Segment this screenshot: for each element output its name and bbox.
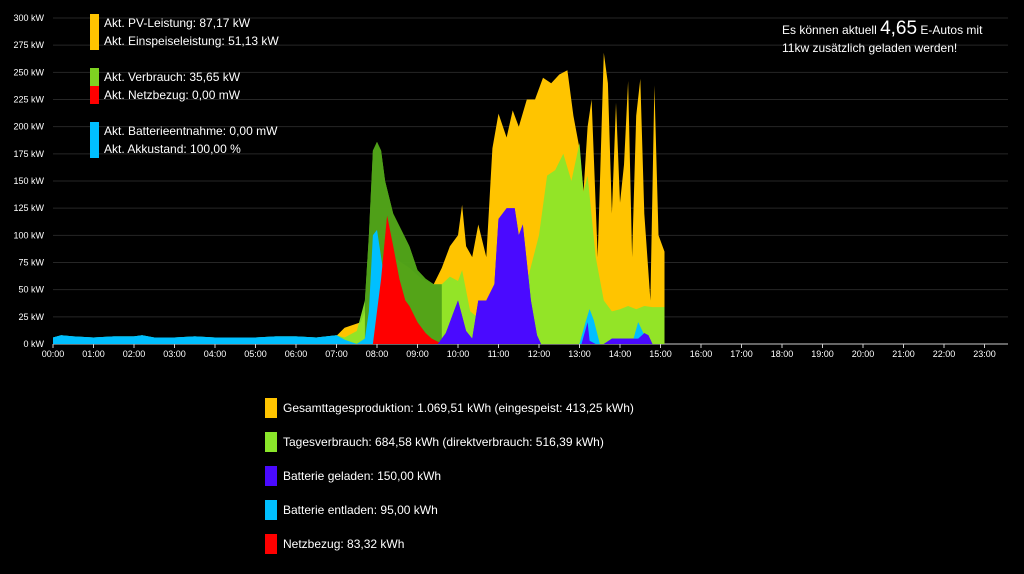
axes: 0 kW 25 kW 50 kW 75 kW 100 kW 125 kW 150 kW 175… — [13, 13, 995, 359]
legend-feed-in: Akt. Einspeiseleistung: 51,13 kW — [90, 32, 279, 50]
x-tick-label: 00:00 — [42, 349, 65, 359]
x-tick-label: 11:00 — [488, 349, 510, 359]
x-tick-label: 18:00 — [771, 349, 794, 359]
y-tick-label: 125 kW — [13, 203, 44, 213]
daily-consumption-swatch — [265, 432, 277, 452]
consumption-label: Akt. Verbrauch: 35,65 kW — [104, 70, 241, 84]
series-areas — [53, 52, 665, 345]
area-grid-top — [372, 215, 442, 344]
info-suffix: E-Autos mit — [920, 23, 983, 37]
area-battery_charged-top — [425, 208, 653, 344]
total-production-label: Gesamttagesproduktion: 1.069,51 kWh (ein… — [283, 401, 634, 415]
battery-level-label: Akt. Akkustand: 100,00 % — [104, 142, 241, 156]
area-consumption — [53, 141, 665, 344]
pv-power-label: Akt. PV-Leistung: 87,17 kW — [104, 16, 251, 30]
x-tick-label: 23:00 — [973, 349, 996, 359]
area-battery_discharged-top — [53, 229, 649, 344]
feed-in-swatch — [90, 32, 99, 50]
total-production-swatch — [265, 398, 277, 418]
grid-import-label: Netzbezug: 83,32 kWh — [283, 537, 405, 551]
y-tick-label: 0 kW — [23, 339, 44, 349]
legend-battery-level: Akt. Akkustand: 100,00 % — [90, 140, 279, 158]
grid-draw-swatch — [90, 86, 99, 104]
x-tick-label: 17:00 — [730, 349, 753, 359]
y-tick-label: 200 kW — [13, 122, 44, 132]
x-tick-label: 05:00 — [244, 349, 267, 359]
battery-charged-swatch — [265, 466, 277, 486]
x-tick-label: 15:00 — [649, 349, 672, 359]
y-tick-label: 75 kW — [18, 258, 44, 268]
x-tick-label: 19:00 — [811, 349, 834, 359]
x-tick-label: 13:00 — [568, 349, 591, 359]
y-tick-label: 50 kW — [18, 285, 44, 295]
legend-pv-power: Akt. PV-Leistung: 87,17 kW — [90, 14, 279, 32]
current-values-legend: Akt. PV-Leistung: 87,17 kW Akt. Einspeis… — [90, 14, 279, 158]
y-tick-label: 25 kW — [18, 312, 44, 322]
battery-level-swatch — [90, 140, 99, 158]
x-tick-label: 03:00 — [163, 349, 186, 359]
x-tick-label: 21:00 — [892, 349, 915, 359]
daily-consumption-label: Tagesverbrauch: 684,58 kWh (direktverbra… — [283, 435, 604, 449]
info-prefix: Es können aktuell — [782, 23, 877, 37]
legend-battery-discharged: Batterie entladen: 95,00 kWh — [265, 500, 634, 520]
grid-import-swatch — [265, 534, 277, 554]
legend-daily-consumption: Tagesverbrauch: 684,58 kWh (direktverbra… — [265, 432, 634, 452]
x-tick-label: 12:00 — [528, 349, 551, 359]
battery-discharged-label: Batterie entladen: 95,00 kWh — [283, 503, 438, 517]
y-tick-label: 100 kW — [13, 230, 44, 240]
legend-battery-charged: Batterie geladen: 150,00 kWh — [265, 466, 634, 486]
battery-discharged-swatch — [265, 500, 277, 520]
legend-battery-draw: Akt. Batterieentnahme: 0,00 mW — [90, 122, 279, 140]
x-tick-label: 06:00 — [285, 349, 308, 359]
y-tick-label: 150 kW — [13, 176, 44, 186]
x-tick-label: 04:00 — [204, 349, 227, 359]
info-line2: 11kw zusätzlich geladen werden! — [782, 41, 958, 55]
y-tick-label: 250 kW — [13, 67, 44, 77]
legend-grid-draw: Akt. Netzbezug: 0,00 mW — [90, 86, 279, 104]
legend-total-production: Gesamttagesproduktion: 1.069,51 kWh (ein… — [265, 398, 634, 418]
grid-draw-label: Akt. Netzbezug: 0,00 mW — [104, 88, 241, 102]
consumption-swatch — [90, 68, 99, 86]
feed-in-label: Akt. Einspeiseleistung: 51,13 kW — [104, 34, 279, 48]
battery-draw-swatch — [90, 122, 99, 140]
daily-totals-legend: Gesamttagesproduktion: 1.069,51 kWh (ein… — [265, 398, 634, 568]
x-tick-label: 02:00 — [123, 349, 146, 359]
x-tick-label: 08:00 — [366, 349, 389, 359]
x-tick-label: 16:00 — [690, 349, 713, 359]
y-tick-label: 225 kW — [13, 95, 44, 105]
y-tick-label: 275 kW — [13, 40, 44, 50]
x-tick-label: 22:00 — [933, 349, 956, 359]
x-tick-label: 01:00 — [82, 349, 105, 359]
battery-draw-label: Akt. Batterieentnahme: 0,00 mW — [104, 124, 278, 138]
x-tick-label: 20:00 — [852, 349, 875, 359]
pv-power-swatch — [90, 14, 99, 32]
info-ev-count: 4,65 — [880, 18, 918, 39]
x-tick-label: 10:00 — [447, 349, 470, 359]
ev-charging-info: Es können aktuell 4,65 E-Autos mit 11kw … — [782, 18, 983, 57]
legend-consumption: Akt. Verbrauch: 35,65 kW — [90, 68, 279, 86]
y-tick-label: 175 kW — [13, 149, 44, 159]
x-tick-label: 14:00 — [609, 349, 632, 359]
battery-charged-label: Batterie geladen: 150,00 kWh — [283, 469, 442, 483]
legend-grid-import: Netzbezug: 83,32 kWh — [265, 534, 634, 554]
x-tick-label: 07:00 — [325, 349, 348, 359]
x-tick-label: 09:00 — [406, 349, 429, 359]
y-tick-label: 300 kW — [13, 13, 44, 23]
